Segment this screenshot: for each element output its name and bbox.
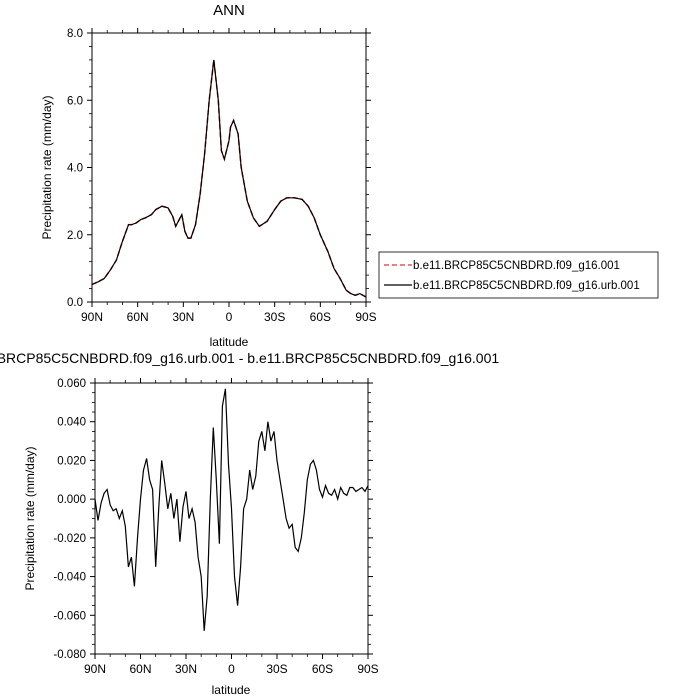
- top-y-axis-label: Precipitation rate (mm/day): [40, 95, 54, 239]
- y-tick-label: 0.060: [57, 378, 86, 390]
- y-tick-label: 8.0: [67, 28, 83, 40]
- y-tick-label: 2.0: [67, 230, 83, 242]
- y-tick-label: 4.0: [67, 163, 83, 175]
- y-tick-label: 0.000: [57, 494, 86, 506]
- x-tick-label: 30N: [175, 662, 197, 676]
- y-tick-label: -0.060: [53, 610, 86, 622]
- x-tick-label: 0: [226, 310, 233, 324]
- mean-precipitation-panel: ANN 90N 60N 30N 0 30S 60S 90S 0.0 2.0 4.0 6.0 8.0 l…: [40, 2, 377, 349]
- y-tick-label: 0.0: [67, 297, 83, 309]
- x-tick-label: 90S: [355, 310, 376, 324]
- y-tick-label: 0.020: [57, 455, 86, 467]
- difference-line: [94, 388, 369, 631]
- x-tick-label: 90S: [357, 662, 378, 676]
- top-x-axis-label: latitude: [210, 335, 249, 349]
- y-tick-label: -0.040: [53, 572, 86, 584]
- bottom-chart-title: b.e11.BRCP85C5CNBDRD.f09_g16.urb.001 - b…: [0, 350, 499, 366]
- legend: b.e11.BRCP85C5CNBDRD.f09_g16.001 b.e11.B…: [378, 251, 659, 299]
- x-tick-label: 30N: [172, 310, 194, 324]
- line-series-2: [91, 59, 367, 298]
- x-tick-label: 60N: [127, 310, 149, 324]
- y-tick-label: -0.020: [53, 533, 86, 545]
- legend-label-series-2: b.e11.BRCP85C5CNBDRD.f09_g16.urb.001: [413, 280, 640, 292]
- y-tick-label: -0.080: [53, 649, 86, 661]
- x-tick-label: 30S: [264, 310, 285, 324]
- plot-frame-top: [91, 32, 367, 303]
- top-chart-title: ANN: [213, 2, 245, 19]
- bottom-y-axis-label: Precipitation rate (mm/day): [23, 446, 37, 590]
- x-tick-label: 30S: [266, 662, 287, 676]
- x-tick-label: 90N: [81, 310, 103, 324]
- line-series-1: [91, 59, 367, 298]
- bottom-x-axis-label: latitude: [212, 683, 251, 697]
- y-tick-label: 6.0: [67, 95, 83, 107]
- difference-panel: b.e11.BRCP85C5CNBDRD.f09_g16.urb.001 - b…: [0, 350, 499, 697]
- x-tick-label: 60S: [310, 310, 331, 324]
- bottom-axes: 90N 60N 30N 0 30S 60S 90S -0.080 -0.060 -0.040 -0.…: [53, 378, 379, 676]
- legend-box: [378, 251, 659, 299]
- plot-frame-bottom: [94, 382, 369, 655]
- top-axes: 90N 60N 30N 0 30S 60S 90S 0.0 2.0 4.0 6.0 8.0: [67, 28, 377, 324]
- y-tick-label: 0.040: [57, 417, 86, 429]
- x-tick-label: 60S: [312, 662, 333, 676]
- legend-label-series-1: b.e11.BRCP85C5CNBDRD.f09_g16.001: [413, 260, 620, 272]
- x-tick-label: 90N: [84, 662, 106, 676]
- x-tick-label: 0: [228, 662, 235, 676]
- x-tick-label: 60N: [129, 662, 151, 676]
